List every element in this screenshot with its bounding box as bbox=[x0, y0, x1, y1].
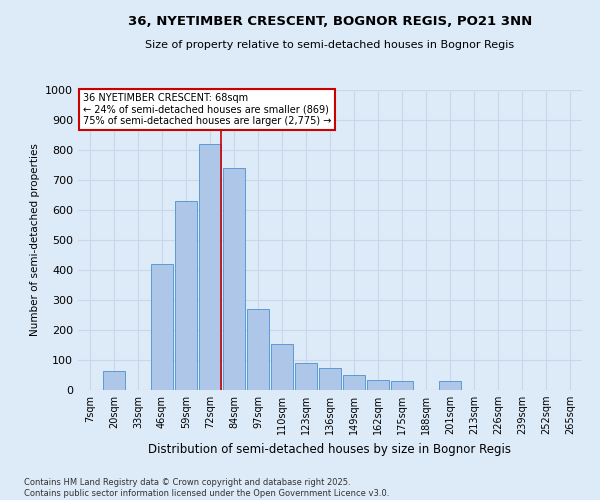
Bar bbox=[199, 144, 221, 390]
Bar bbox=[295, 363, 317, 390]
Text: Size of property relative to semi-detached houses in Bognor Regis: Size of property relative to semi-detach… bbox=[145, 40, 515, 50]
Bar bbox=[247, 309, 269, 390]
X-axis label: Distribution of semi-detached houses by size in Bognor Regis: Distribution of semi-detached houses by … bbox=[149, 442, 511, 456]
Bar bbox=[391, 381, 413, 390]
Bar bbox=[151, 264, 173, 390]
Bar bbox=[175, 201, 197, 390]
Bar bbox=[271, 344, 293, 390]
Bar bbox=[439, 381, 461, 390]
Bar bbox=[103, 370, 125, 390]
Y-axis label: Number of semi-detached properties: Number of semi-detached properties bbox=[29, 144, 40, 336]
Bar bbox=[367, 380, 389, 390]
Text: 36 NYETIMBER CRESCENT: 68sqm
← 24% of semi-detached houses are smaller (869)
75%: 36 NYETIMBER CRESCENT: 68sqm ← 24% of se… bbox=[83, 93, 331, 126]
Bar bbox=[319, 368, 341, 390]
Text: Contains HM Land Registry data © Crown copyright and database right 2025.
Contai: Contains HM Land Registry data © Crown c… bbox=[24, 478, 389, 498]
Text: 36, NYETIMBER CRESCENT, BOGNOR REGIS, PO21 3NN: 36, NYETIMBER CRESCENT, BOGNOR REGIS, PO… bbox=[128, 15, 532, 28]
Bar bbox=[223, 168, 245, 390]
Bar bbox=[343, 375, 365, 390]
